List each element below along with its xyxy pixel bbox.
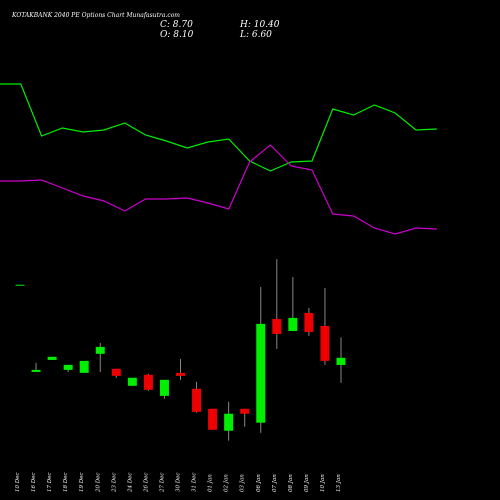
- x-tick-label: 10 Jan: [320, 474, 326, 492]
- x-tick-label: 24 Dec: [127, 473, 133, 494]
- candle-body: [320, 325, 330, 361]
- x-tick-label: 07 Jan: [272, 474, 278, 492]
- candle-body: [79, 360, 89, 373]
- x-tick-label: 26 Dec: [143, 473, 149, 494]
- x-tick-label: 16 Dec: [31, 473, 37, 493]
- candle-body: [224, 413, 234, 431]
- candle-body: [47, 356, 57, 360]
- x-tick-label: 30 Dec: [176, 473, 182, 493]
- candle-body: [176, 372, 185, 376]
- candle-body: [127, 377, 137, 386]
- candle-body: [192, 388, 202, 412]
- x-tick-label: 17 Dec: [47, 473, 53, 493]
- chart-title: KOTAKBANK 2040 PE Options Chart Munafasu…: [11, 12, 180, 19]
- candle-body: [15, 284, 25, 286]
- candle-body: [111, 368, 121, 376]
- candle-body: [288, 317, 298, 331]
- x-tick-label: 06 Jan: [256, 474, 262, 492]
- x-tick-label: 20 Dec: [95, 473, 101, 494]
- x-tick-label: 10 Dec: [15, 473, 21, 493]
- candle-body: [208, 408, 218, 430]
- candle-body: [240, 408, 250, 414]
- low-info: L: 6.60: [239, 30, 272, 40]
- x-tick-label: 08 Jan: [288, 474, 294, 492]
- close-info: C: 8.70: [160, 20, 193, 30]
- candle-body: [31, 369, 41, 372]
- x-tick-label: 19 Dec: [79, 473, 85, 493]
- candle-body: [304, 312, 314, 332]
- x-tick-label: 13 Jan: [336, 474, 342, 492]
- x-tick-label: 18 Dec: [63, 473, 69, 493]
- candle-body: [159, 379, 169, 396]
- x-tick-label: 09 Jan: [304, 474, 310, 492]
- open-info: O: 8.10: [160, 30, 194, 40]
- candle-body: [95, 346, 105, 354]
- x-tick-label: 27 Dec: [159, 473, 165, 494]
- x-tick-label: 02 Jan: [224, 474, 230, 492]
- candle-body: [272, 318, 282, 334]
- high-info: H: 10.40: [239, 20, 280, 30]
- x-tick-label: 03 Jan: [240, 474, 246, 492]
- x-tick-label: 23 Dec: [111, 473, 117, 494]
- indicator-line: [0, 144, 437, 235]
- candle-body: [336, 357, 346, 365]
- x-tick-label: 31 Dec: [192, 473, 198, 493]
- x-tick-label: 01 Jan: [208, 474, 214, 492]
- candle-body: [256, 323, 266, 423]
- indicator-line: [0, 83, 437, 172]
- candle-body: [63, 364, 73, 370]
- candle-body: [143, 374, 153, 390]
